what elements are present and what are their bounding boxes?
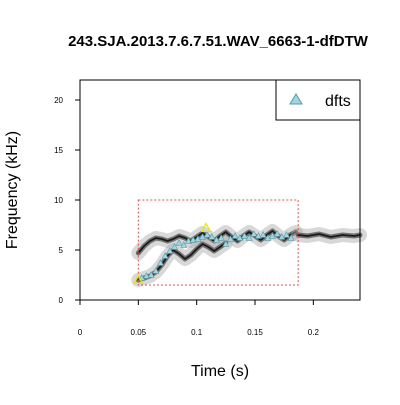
dfts-point-12 [194,235,202,242]
dfts-point-28 [268,232,277,239]
highlight-point-1 [200,222,212,233]
selection-box [137,199,299,286]
dfts-point-18 [222,240,230,247]
dfts-point-13 [198,233,207,240]
dfts-point-7 [170,243,179,250]
dfts-point-8 [175,239,183,246]
spectrogram-trace-core-lower-sweep [137,242,227,281]
dfts-point-15 [208,233,216,240]
dfts-point-31 [282,231,291,238]
y-tick-label-2: 10 [54,196,63,205]
x-tick-label-2: 0.1 [191,328,203,337]
dfts-point-23 [245,234,253,241]
dfts-point-17 [217,234,225,241]
legend: dfts [275,79,361,121]
dfts-point-20 [231,232,239,239]
plot-area [131,199,367,287]
dfts-point-21 [236,234,244,241]
highlight-point-0 [132,274,144,285]
y-tick-label-4: 20 [54,96,63,105]
x-tick-label-4: 0.2 [308,328,320,337]
legend-box [275,79,361,121]
dfts-point-29 [273,230,281,237]
dfts-point-26 [259,231,267,238]
dfts-point-5 [161,252,169,259]
dfts-point-14 [203,231,211,238]
x-tick-label-1: 0.05 [131,328,147,337]
spectrogram-trace-core-tail [297,233,361,238]
x-axis-label: Time (s) [191,363,249,380]
y-tick-label-1: 5 [59,246,64,255]
y-axis: 0 5 10 15 20 [54,96,81,305]
dfts-point-9 [180,241,188,248]
x-tick-label-0: 0 [78,328,83,337]
y-tick-label-0: 0 [59,296,64,305]
dfts-point-22 [240,232,249,239]
dfts-point-24 [250,230,258,237]
y-tick-label-3: 15 [54,146,63,155]
dfts-point-6 [166,247,174,254]
x-tick-label-3: 0.15 [247,328,263,337]
dfts-point-2 [147,271,155,278]
legend-label-dfts: dfts [325,93,351,110]
dfts-point-32 [287,234,295,241]
y-axis-label: Frequency (kHz) [4,131,21,249]
dfts-point-30 [278,233,286,240]
dfts-point-27 [264,234,272,241]
chart-title: 243.SJA.2013.7.6.7.51.WAV_6663-1-dfDTW [68,33,369,50]
dfts-point-16 [212,236,221,243]
dfts-point-3 [152,267,160,274]
legend-marker-triangle-icon [289,93,303,105]
x-axis: 0 0.05 0.1 0.15 0.2 [78,299,320,337]
dfts-point-4 [156,259,165,266]
